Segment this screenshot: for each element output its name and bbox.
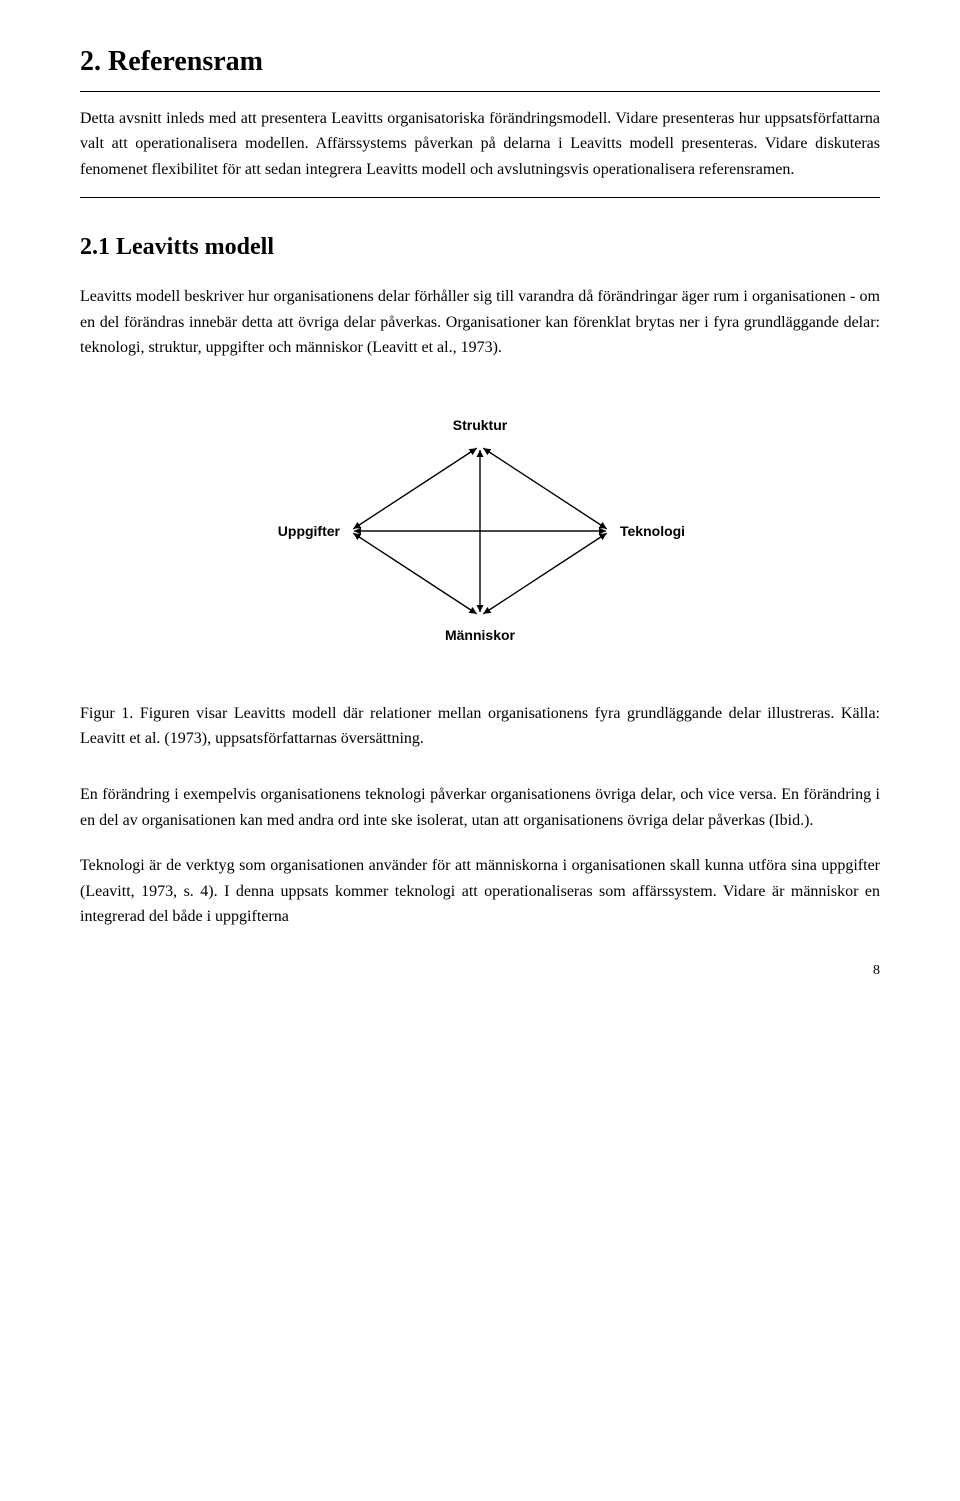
section-rule-top (80, 91, 880, 92)
page-number: 8 (80, 960, 880, 982)
diagram-edge (483, 533, 606, 614)
section-intro: Detta avsnitt inleds med att presentera … (80, 106, 880, 183)
leavitt-diagram-svg: Struktur Uppgifter Teknologi Människor (270, 381, 690, 681)
diagram-node-label: Struktur (453, 417, 508, 433)
diagram-edge (353, 533, 476, 614)
section-rule-bottom (80, 197, 880, 198)
diagram-edge (483, 448, 606, 529)
section-title: 2. Referensram (80, 40, 880, 85)
diagram-node-label: Uppgifter (278, 523, 341, 539)
diagram-node-label: Människor (445, 627, 516, 643)
diagram-edge (353, 448, 476, 529)
subsection-title: 2.1 Leavitts modell (80, 228, 880, 266)
para-2: En förändring i exempelvis organisatione… (80, 782, 880, 833)
figure-caption: Figur 1. Figuren visar Leavitts modell d… (80, 701, 880, 752)
para-1: Leavitts modell beskriver hur organisati… (80, 284, 880, 361)
diagram-node-label: Teknologi (620, 523, 685, 539)
para-3: Teknologi är de verktyg som organisation… (80, 853, 880, 930)
leavitt-diagram: Struktur Uppgifter Teknologi Människor (80, 381, 880, 681)
